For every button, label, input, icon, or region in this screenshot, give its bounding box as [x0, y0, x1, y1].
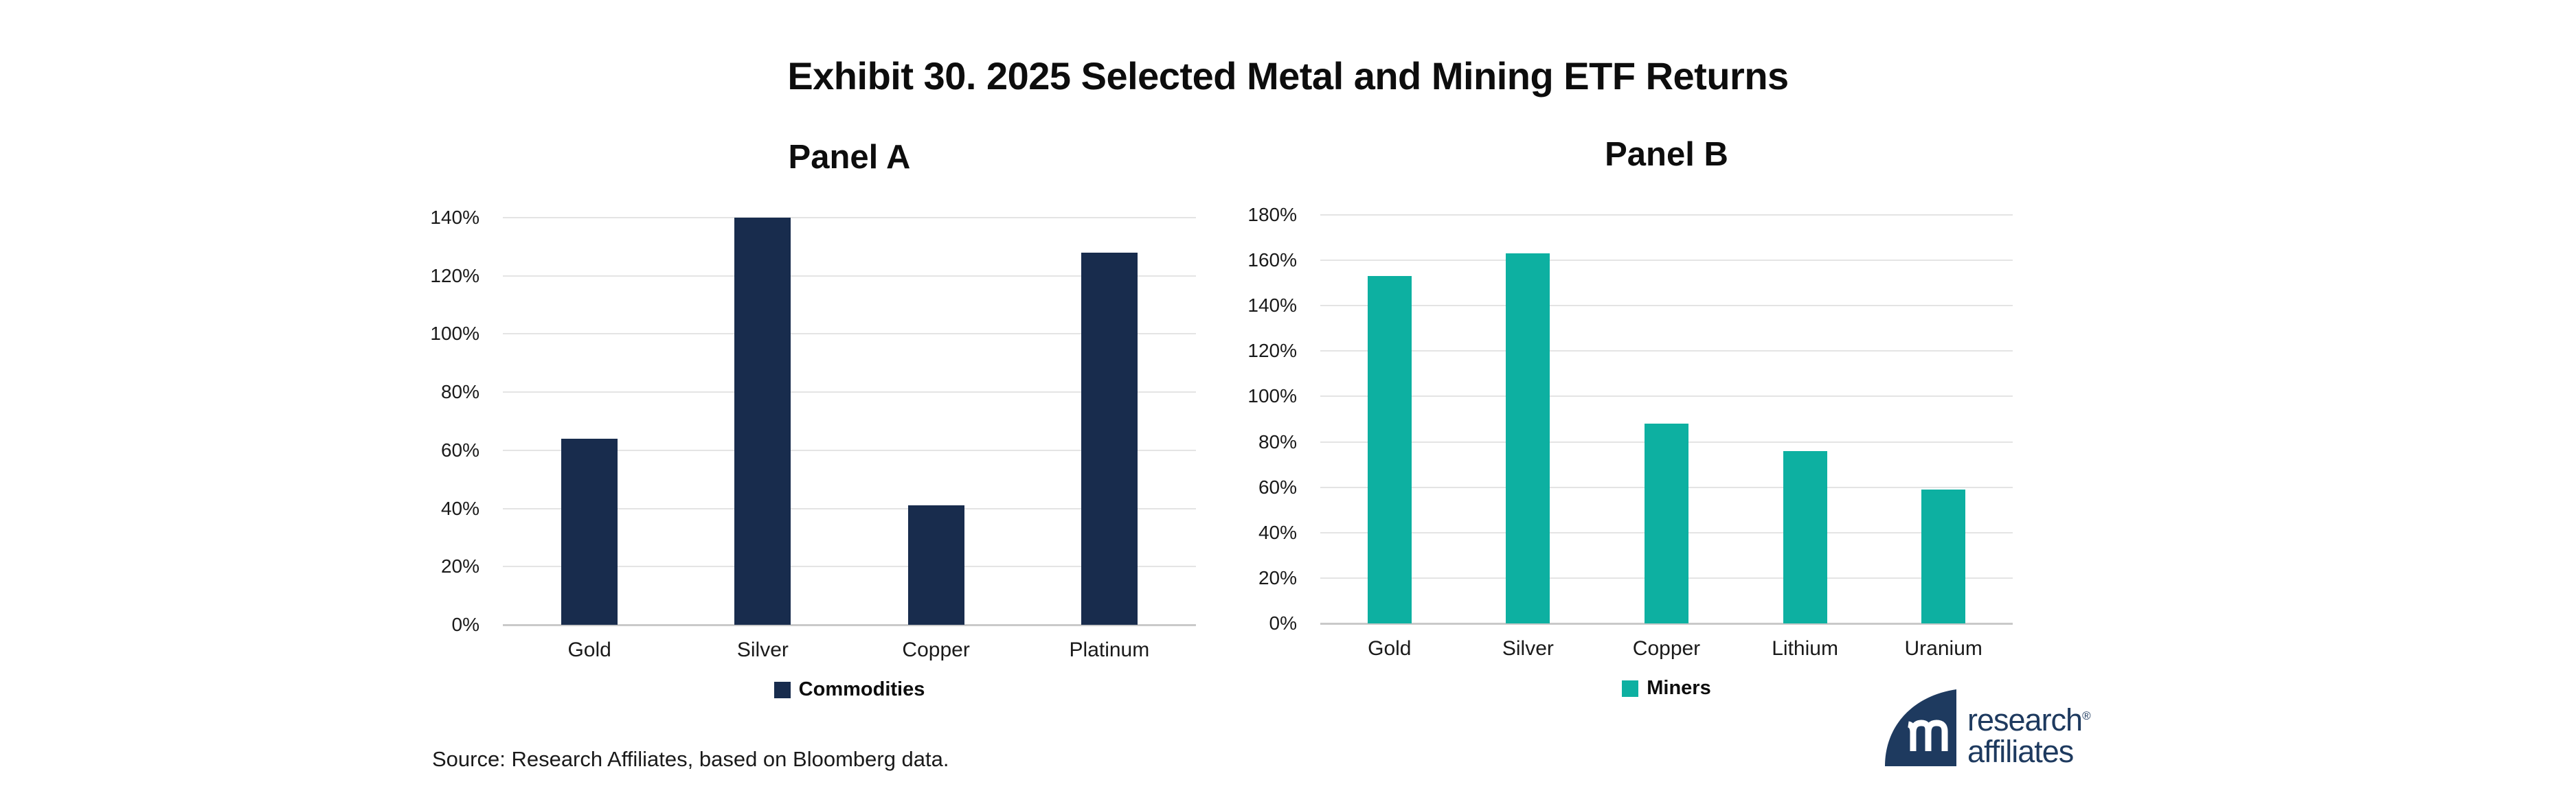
- y-tick-label: 120%: [430, 264, 479, 286]
- y-tick-label: 0%: [451, 614, 479, 635]
- legend-swatch-icon: [1622, 680, 1639, 697]
- y-tick-label: 100%: [430, 323, 479, 345]
- bar-platinum: [1081, 252, 1138, 625]
- gridline: [1320, 305, 2013, 307]
- ra-monogram: [1907, 720, 1948, 751]
- y-tick-label: 60%: [440, 439, 479, 461]
- category-label: Silver: [736, 639, 789, 661]
- panel-b: Panel B 180% 160% 140% 120% 100% 80% 60% 40% 20% 0…: [1247, 136, 2013, 699]
- y-tick-label: 40%: [1258, 521, 1297, 543]
- logo-wordmark: research® affiliates: [1967, 700, 2091, 768]
- y-tick-label: 140%: [1247, 295, 1297, 317]
- y-tick-label: 60%: [1258, 476, 1297, 498]
- gridline: [503, 333, 1196, 335]
- category-label: Uranium: [1904, 637, 1982, 660]
- gridline: [503, 566, 1196, 568]
- panel-a: Panel A 140% 120% 100% 80% 60% 40% 20% 0% Gold Sil…: [430, 139, 1196, 700]
- gridline: [1320, 214, 2013, 216]
- category-label: Copper: [1632, 637, 1701, 660]
- y-tick-label: 120%: [1247, 340, 1297, 362]
- legend: Miners: [1320, 677, 2013, 700]
- bar-copper: [1645, 424, 1688, 623]
- y-tick-label: 40%: [440, 497, 479, 519]
- research-affiliates-logo: research® affiliates: [1885, 689, 2091, 768]
- panel-title: Panel B: [1605, 136, 1728, 173]
- gridline: [1320, 260, 2013, 262]
- y-tick-label: 0%: [1269, 612, 1297, 634]
- ra-sail-icon: [1885, 689, 1956, 766]
- y-tick-label: 180%: [1247, 204, 1297, 225]
- category-label: Copper: [902, 639, 970, 661]
- bar-gold: [561, 438, 618, 625]
- panel-title: Panel A: [788, 139, 911, 176]
- bar-lithium: [1783, 450, 1827, 623]
- gridline: [503, 449, 1196, 451]
- y-tick-label: 80%: [440, 381, 479, 403]
- category-label: Gold: [567, 639, 611, 661]
- logo-line1-row: research®: [1967, 700, 2091, 736]
- x-axis-line: [1320, 623, 2013, 625]
- bar-silver: [1506, 253, 1550, 623]
- y-tick-label: 80%: [1258, 430, 1297, 452]
- legend-label: Commodities: [798, 678, 925, 700]
- source-note: Source: Research Affiliates, based on Bl…: [432, 747, 949, 771]
- y-tick-label: 160%: [1247, 249, 1297, 271]
- gridline: [1320, 350, 2013, 352]
- gridline: [1320, 395, 2013, 398]
- category-label: Gold: [1368, 637, 1412, 660]
- legend-swatch-icon: [773, 681, 791, 698]
- gridline: [503, 507, 1196, 509]
- bar-copper: [907, 505, 964, 625]
- category-label: Lithium: [1772, 637, 1838, 660]
- exhibit-title: Exhibit 30. 2025 Selected Metal and Mini…: [787, 54, 1789, 97]
- logo-line1: research: [1967, 702, 2083, 737]
- legend-label: Miners: [1647, 677, 1711, 699]
- bar-silver: [734, 218, 791, 625]
- gridline: [503, 391, 1196, 393]
- registered-mark-icon: ®: [2082, 709, 2091, 722]
- bar-gold: [1367, 276, 1412, 623]
- y-tick-label: 100%: [1247, 385, 1297, 407]
- x-axis-line: [503, 624, 1196, 626]
- y-tick-label: 140%: [430, 207, 479, 228]
- gridline: [503, 217, 1196, 218]
- category-label: Platinum: [1069, 639, 1150, 661]
- logo-line2: affiliates: [1967, 734, 2074, 769]
- legend: Commodities: [503, 678, 1196, 701]
- y-tick-label: 20%: [440, 555, 479, 577]
- bar-uranium: [1921, 489, 1966, 623]
- gridline: [503, 275, 1196, 277]
- category-label: Silver: [1502, 637, 1554, 660]
- y-tick-label: 20%: [1258, 566, 1297, 588]
